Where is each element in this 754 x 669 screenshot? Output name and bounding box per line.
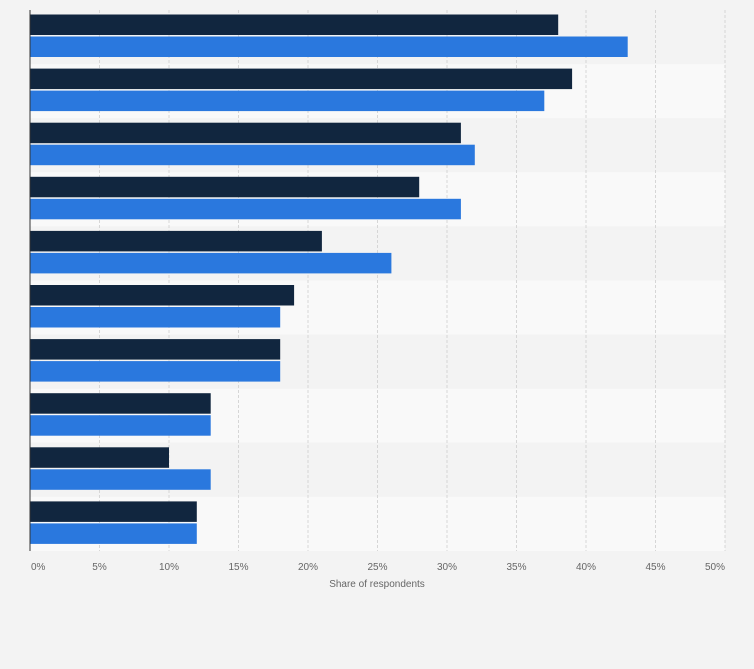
bar-series-2[interactable]: [30, 252, 392, 274]
x-tick-label: 25%: [367, 562, 387, 573]
x-tick-label: 50%: [705, 562, 725, 573]
bar-series-2[interactable]: [30, 415, 211, 436]
x-tick-labels: 0% 5% 10% 15% 20% 25% 30% 35% 40% 45% 50%: [31, 562, 725, 573]
bar-series-1[interactable]: [30, 68, 573, 90]
bar-series-1[interactable]: [30, 285, 295, 306]
x-tick-label: 10%: [159, 562, 179, 573]
x-tick-label: 5%: [92, 562, 107, 573]
x-tick-label: 0%: [31, 562, 46, 573]
bar-series-2[interactable]: [30, 90, 545, 112]
x-axis-title: Share of respondents: [329, 579, 425, 590]
bar-series-1[interactable]: [30, 122, 461, 144]
bar-series-1[interactable]: [30, 176, 420, 198]
x-tick-label: 35%: [506, 562, 526, 573]
bar-series-2[interactable]: [30, 307, 281, 328]
bar-series-1[interactable]: [30, 14, 559, 36]
bar-series-2[interactable]: [30, 361, 281, 382]
bar-series-1[interactable]: [30, 447, 169, 468]
bar-series-2[interactable]: [30, 469, 211, 490]
bar-series-2[interactable]: [30, 198, 461, 220]
x-tick-label: 20%: [298, 562, 318, 573]
x-tick-label: 45%: [645, 562, 665, 573]
bar-series-1[interactable]: [30, 230, 322, 252]
bar-series-1[interactable]: [30, 393, 211, 414]
bar-series-2[interactable]: [30, 523, 197, 544]
x-tick-label: 40%: [576, 562, 596, 573]
bar-series-2[interactable]: [30, 36, 628, 58]
bar-series-1[interactable]: [30, 501, 197, 522]
x-tick-label: 30%: [437, 562, 457, 573]
bars: [30, 14, 628, 544]
x-tick-label: 15%: [228, 562, 248, 573]
bar-series-1[interactable]: [30, 339, 281, 360]
bar-series-2[interactable]: [30, 144, 475, 166]
